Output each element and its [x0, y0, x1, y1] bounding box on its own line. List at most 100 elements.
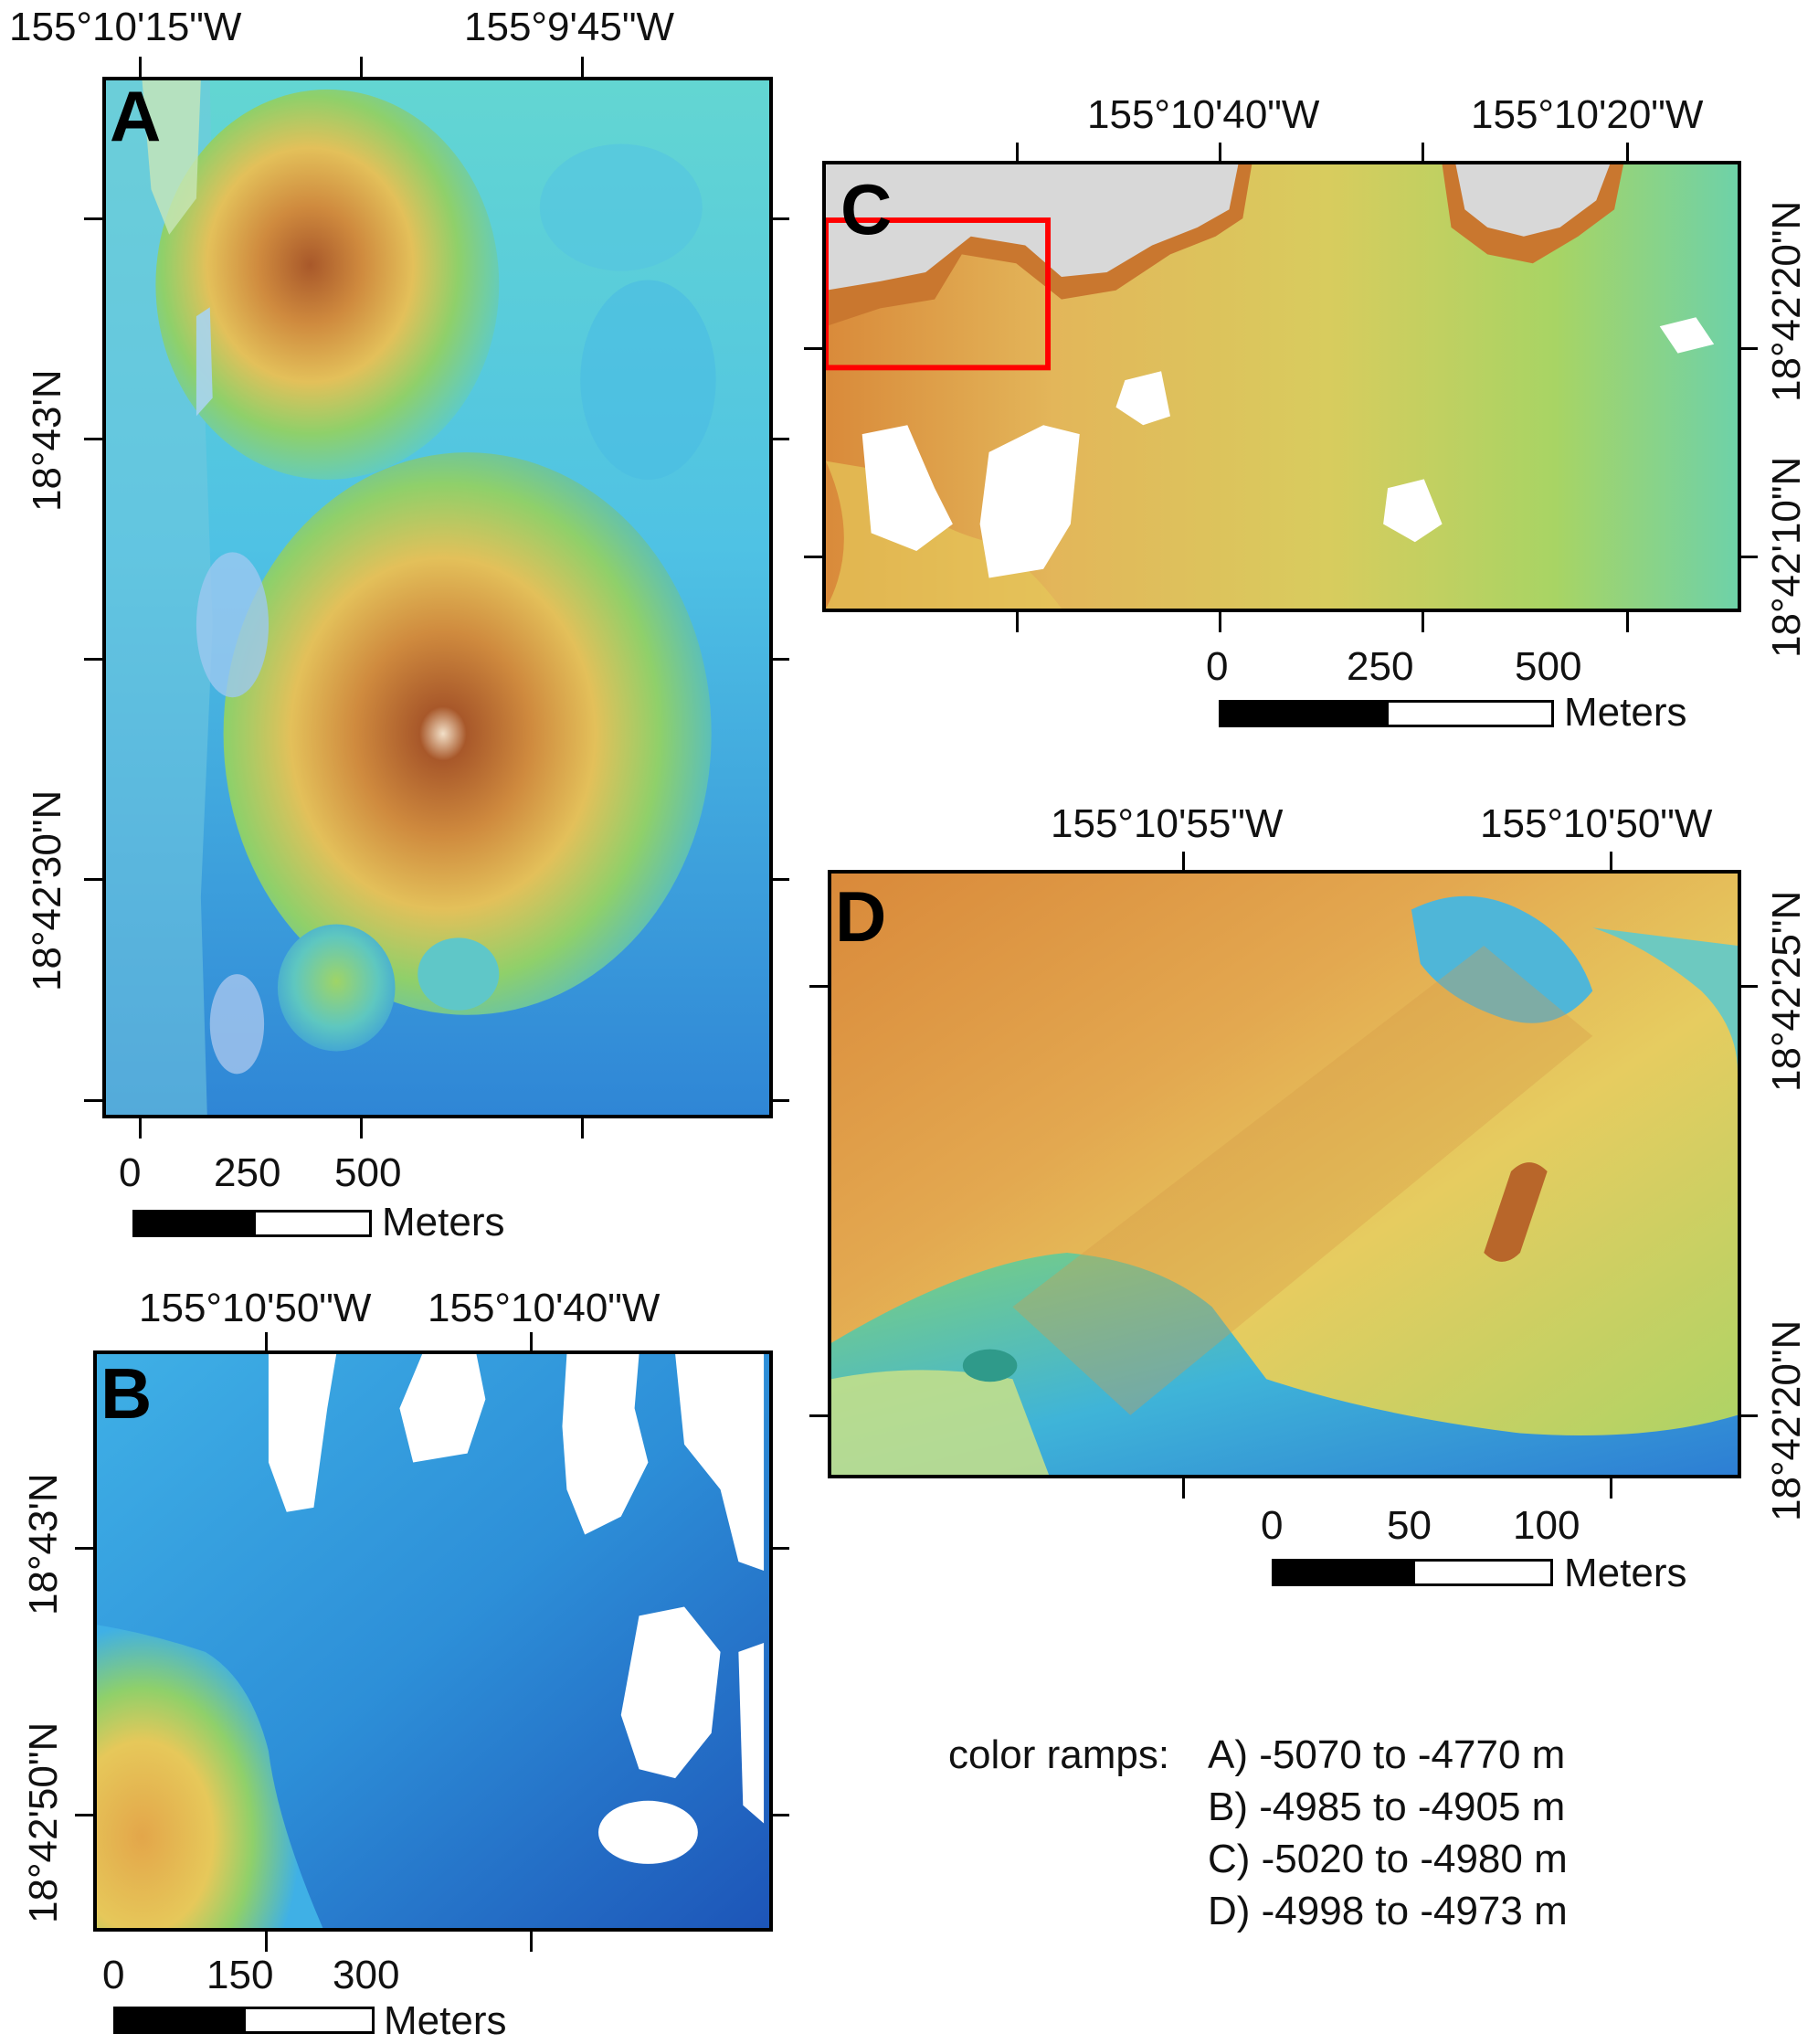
panel-b-letter: B	[100, 1353, 153, 1434]
scale-segment-white	[1412, 1559, 1553, 1586]
panel-a-top-tick	[139, 57, 142, 77]
panel-b-lon-label-1: 155°10'50"W	[139, 1286, 372, 1330]
color-ramp-row-a: A) -5070 to -4770 m	[1208, 1732, 1566, 1777]
scale-tick-label: 0	[102, 1953, 125, 1997]
scale-segment-black	[1219, 700, 1389, 727]
panel-c-right-tick	[1738, 556, 1758, 558]
scale-segment-black	[132, 1210, 256, 1237]
panel-c-top-tick	[1016, 143, 1019, 163]
panel-d-left-tick	[809, 1414, 830, 1417]
scale-segment-black	[113, 2007, 246, 2034]
panel-a-lat-label-1: 18°43'N	[25, 369, 69, 512]
panel-a-lat-label-2: 18°42'30"N	[25, 789, 69, 991]
scale-tick-label: 0	[119, 1150, 142, 1195]
panel-c-top-tick	[1626, 143, 1629, 163]
scale-unit: Meters	[384, 1998, 507, 2043]
panel-c-top-tick	[1422, 143, 1424, 163]
panel-b-left-tick	[75, 1814, 95, 1816]
panel-d-top-tick	[1182, 852, 1185, 872]
panel-c-top-tick	[1219, 143, 1221, 163]
panel-d-bathymetry	[831, 874, 1738, 1475]
panel-b-lat-label-2: 18°42'50"N	[21, 1721, 66, 1923]
panel-d-lon-label-2: 155°10'50"W	[1480, 801, 1713, 846]
panel-b-top-tick	[530, 1332, 533, 1352]
scale-segment-white	[253, 1210, 372, 1237]
panel-a-map: A	[102, 77, 773, 1118]
scale-segment-white	[243, 2007, 375, 2034]
panel-a-left-tick	[84, 658, 104, 661]
scale-unit: Meters	[382, 1200, 505, 1244]
panel-d-bottom-tick	[1610, 1478, 1612, 1499]
panel-d-bottom-tick	[1182, 1478, 1185, 1499]
panel-a-right-tick	[769, 658, 789, 661]
scale-tick-label: 300	[333, 1953, 400, 1997]
panel-c-bottom-tick	[1422, 612, 1424, 632]
panel-a-left-tick	[84, 217, 104, 220]
panel-a-right-tick	[769, 438, 789, 440]
panel-d-top-tick	[1610, 852, 1612, 872]
panel-c-bottom-tick	[1219, 612, 1221, 632]
scale-tick-label: 250	[214, 1150, 281, 1195]
panel-a-top-tick	[581, 57, 584, 77]
panel-a-lon-label-1: 155°10'15"W	[9, 5, 242, 49]
scale-unit: Meters	[1564, 690, 1687, 735]
scale-tick-label: 0	[1261, 1503, 1284, 1548]
color-ramp-row-c: C) -5020 to -4980 m	[1208, 1837, 1568, 1881]
panel-b-map: B	[93, 1350, 773, 1932]
scale-tick-label: 150	[206, 1953, 274, 1997]
scale-segment-black	[1272, 1559, 1415, 1586]
panel-c-bottom-tick	[1016, 612, 1019, 632]
panel-a-left-tick	[84, 1099, 104, 1102]
panel-a-right-tick	[769, 217, 789, 220]
panel-b-lat-label-1: 18°43'N	[21, 1473, 66, 1615]
scale-tick-label: 500	[1515, 644, 1582, 689]
panel-d-letter: D	[835, 876, 887, 957]
panel-d-lat-label-1: 18°42'25"N	[1764, 890, 1809, 1092]
panel-a-top-tick	[360, 57, 363, 77]
panel-b-bottom-tick	[265, 1932, 268, 1952]
panel-c-right-tick	[1738, 347, 1758, 350]
panel-b-right-tick	[769, 1814, 789, 1816]
panel-b-bathymetry	[97, 1354, 769, 1928]
panel-c-lon-label-2: 155°10'20"W	[1471, 92, 1704, 137]
panel-c-left-tick	[804, 556, 824, 558]
panel-c-lon-label-1: 155°10'40"W	[1087, 92, 1320, 137]
scale-tick-label: 50	[1387, 1503, 1432, 1548]
panel-d-map: D	[828, 870, 1741, 1478]
panel-a-right-tick	[769, 1099, 789, 1102]
scale-unit: Meters	[1564, 1551, 1687, 1595]
panel-d-right-tick	[1738, 1414, 1758, 1417]
panel-a-letter: A	[110, 77, 162, 156]
panel-d-right-tick	[1738, 985, 1758, 988]
panel-b-right-tick	[769, 1547, 789, 1550]
panel-c-map: C	[822, 161, 1741, 612]
panel-a-lon-label-2: 155°9'45"W	[464, 5, 674, 49]
panel-d-left-tick	[809, 985, 830, 988]
panel-a-right-tick	[769, 878, 789, 881]
scale-segment-white	[1386, 700, 1554, 727]
panel-c-letter: C	[840, 169, 893, 249]
scale-tick-label: 100	[1513, 1503, 1580, 1548]
color-ramps-prefix: color ramps:	[948, 1732, 1170, 1777]
panel-a-bottom-tick	[360, 1118, 363, 1138]
panel-c-bottom-tick	[1626, 612, 1629, 632]
panel-a-bottom-tick	[139, 1118, 142, 1138]
scale-tick-label: 250	[1347, 644, 1414, 689]
scale-tick-label: 500	[334, 1150, 402, 1195]
scale-tick-label: 0	[1206, 644, 1229, 689]
panel-c-lat-label-1: 18°42'20"N	[1764, 200, 1809, 402]
color-ramp-row-d: D) -4998 to -4973 m	[1208, 1889, 1568, 1933]
panel-a-left-tick	[84, 438, 104, 440]
highlight-box	[826, 217, 1052, 371]
panel-a-left-tick	[84, 878, 104, 881]
panel-b-left-tick	[75, 1547, 95, 1550]
panel-b-lon-label-2: 155°10'40"W	[428, 1286, 661, 1330]
panel-b-top-tick	[265, 1332, 268, 1352]
panel-c-bathymetry	[826, 164, 1738, 609]
panel-d-lat-label-2: 18°42'20"N	[1764, 1319, 1809, 1521]
color-ramp-row-b: B) -4985 to -4905 m	[1208, 1785, 1566, 1829]
panel-b-bottom-tick	[530, 1932, 533, 1952]
panel-d-lon-label-1: 155°10'55"W	[1051, 801, 1284, 846]
panel-a-bathymetry	[106, 80, 769, 1115]
panel-c-lat-label-2: 18°42'10"N	[1764, 456, 1809, 658]
